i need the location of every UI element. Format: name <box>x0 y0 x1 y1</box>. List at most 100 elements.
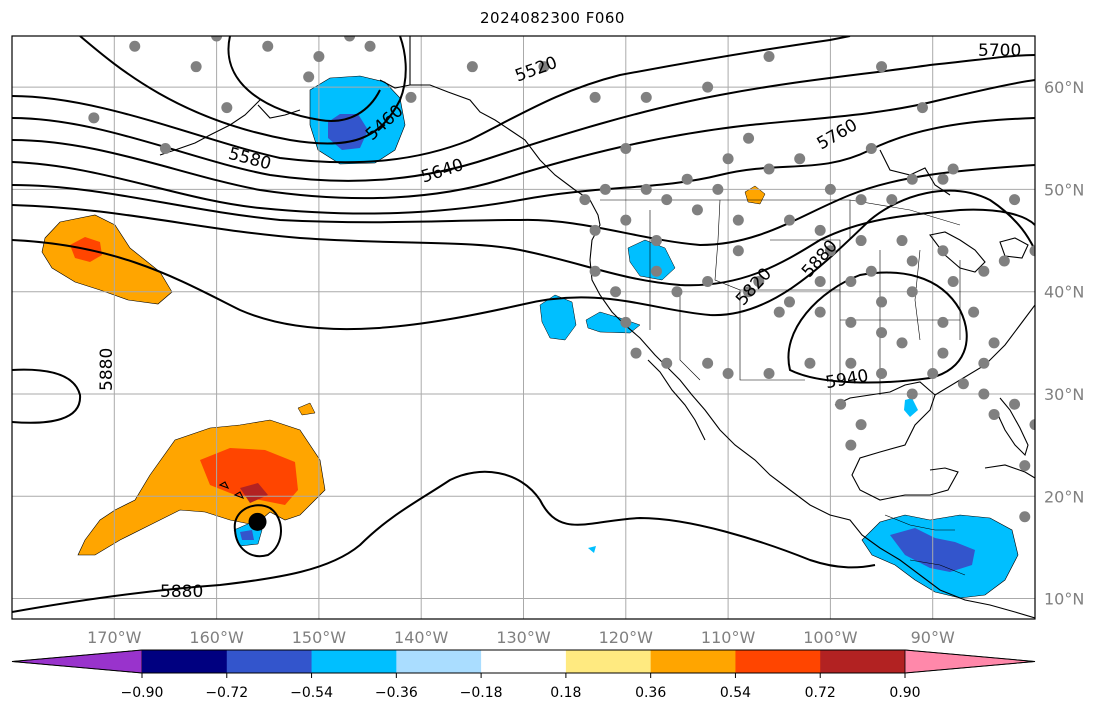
contour-label-5880-south: 5880 <box>160 582 203 602</box>
shade-gulf-neg <box>904 398 918 417</box>
station-dot <box>159 143 171 155</box>
station-dot <box>1040 317 1051 328</box>
station-dot <box>845 439 857 451</box>
colorbar-segment <box>396 650 482 673</box>
contour-label-5880-west: 5880 <box>97 348 117 391</box>
height-contours <box>12 36 1035 613</box>
station-dot <box>620 316 632 328</box>
station-dot <box>722 153 734 165</box>
station-dot <box>640 91 652 103</box>
station-dot <box>896 235 908 247</box>
station-dot <box>681 173 693 185</box>
shade-wus-neg-1 <box>627 239 676 281</box>
station-dot <box>804 357 816 369</box>
station-dot <box>1029 245 1035 257</box>
station-dot <box>722 368 734 380</box>
lat-tick-label: 10°N <box>1044 590 1084 609</box>
colorbar-segment <box>311 650 397 673</box>
contour-label-5760: 5760 <box>814 115 861 154</box>
station-dot <box>978 265 990 277</box>
shade-canada-pos <box>744 185 766 205</box>
station-dot <box>364 40 376 52</box>
station-dot <box>906 388 918 400</box>
contour-label-5940: 5940 <box>824 366 870 393</box>
station-dot <box>538 61 550 73</box>
map-frame <box>11 35 1036 620</box>
station-dot <box>344 36 356 42</box>
colorbar-tick-label: −0.18 <box>460 685 503 701</box>
colorbar-tick-label: 0.90 <box>889 685 920 701</box>
chart-title: 2024082300 F060 <box>480 9 625 27</box>
station-dot <box>211 36 223 42</box>
colorbar-tick-label: 0.18 <box>550 685 581 701</box>
station-dot <box>845 316 857 328</box>
shade-pacific-pos-north <box>41 214 173 305</box>
station-dot <box>763 368 775 380</box>
lon-tick-label: 120°W <box>599 628 654 647</box>
station-dot <box>824 245 836 257</box>
shade-hawaii-strong <box>200 448 298 505</box>
station-dot <box>620 143 632 155</box>
station-dot <box>916 102 928 114</box>
station-dot <box>876 327 888 339</box>
colorbar-segment <box>565 650 652 673</box>
shaded-anomaly-regions <box>41 75 1019 599</box>
station-dot <box>927 368 939 380</box>
lon-tick-label: 170°W <box>87 628 142 647</box>
lat-tick-label: 30°N <box>1044 385 1084 404</box>
station-dot <box>1019 460 1031 472</box>
colorbar-tick-label: −0.54 <box>290 685 333 701</box>
station-dot <box>599 183 611 195</box>
shade-hawaii-very <box>240 483 268 503</box>
station-dot <box>1040 440 1051 451</box>
station-dot <box>783 296 795 308</box>
shade-wus-neg-2 <box>539 294 577 341</box>
station-dot <box>702 81 714 93</box>
station-dot <box>773 306 785 318</box>
station-dot <box>855 419 867 431</box>
station-dot <box>763 50 775 62</box>
station-dot <box>886 194 898 206</box>
colorbar-tick-label: −0.72 <box>205 685 248 701</box>
station-dot <box>589 224 601 236</box>
station-dot <box>579 194 591 206</box>
tropical-cyclone-marker <box>248 512 267 531</box>
station-dot <box>630 347 642 359</box>
station-dot <box>814 224 826 236</box>
coastlines <box>159 36 1035 619</box>
station-dot <box>906 286 918 298</box>
lat-tick-label: 60°N <box>1044 78 1084 97</box>
station-dot <box>732 214 744 226</box>
colorbar-tick-label: −0.36 <box>375 685 418 701</box>
station-dot <box>968 306 980 318</box>
shade-hawaii-small <box>297 402 316 416</box>
colorbar-segment <box>142 650 228 673</box>
station-dot <box>190 61 202 73</box>
lon-tick-label: 130°W <box>496 628 551 647</box>
station-dot <box>906 173 918 185</box>
station-dot <box>671 286 683 298</box>
station-dot <box>763 163 775 175</box>
station-dot <box>998 255 1010 267</box>
latitude-ticks: 60°N 50°N 40°N 30°N 20°N 10°N <box>1044 78 1084 608</box>
station-dot <box>876 368 888 380</box>
station-dot <box>313 50 325 62</box>
lon-tick-label: 100°W <box>803 628 858 647</box>
station-dot <box>855 235 867 247</box>
station-dot <box>702 275 714 287</box>
station-dot <box>947 275 959 287</box>
contour-label-5820: 5820 <box>732 264 776 310</box>
station-dot <box>1019 511 1031 523</box>
station-dot <box>221 102 233 114</box>
lon-tick-label: 160°W <box>189 628 244 647</box>
shade-wus-neg-3 <box>585 311 641 334</box>
colorbar-segment <box>481 650 567 673</box>
colorbar-segment <box>650 650 736 673</box>
political-borders <box>409 36 966 576</box>
station-dot <box>835 398 847 410</box>
station-dot <box>640 183 652 195</box>
station-dot <box>650 265 662 277</box>
station-dot <box>845 357 857 369</box>
station-dot <box>865 265 877 277</box>
